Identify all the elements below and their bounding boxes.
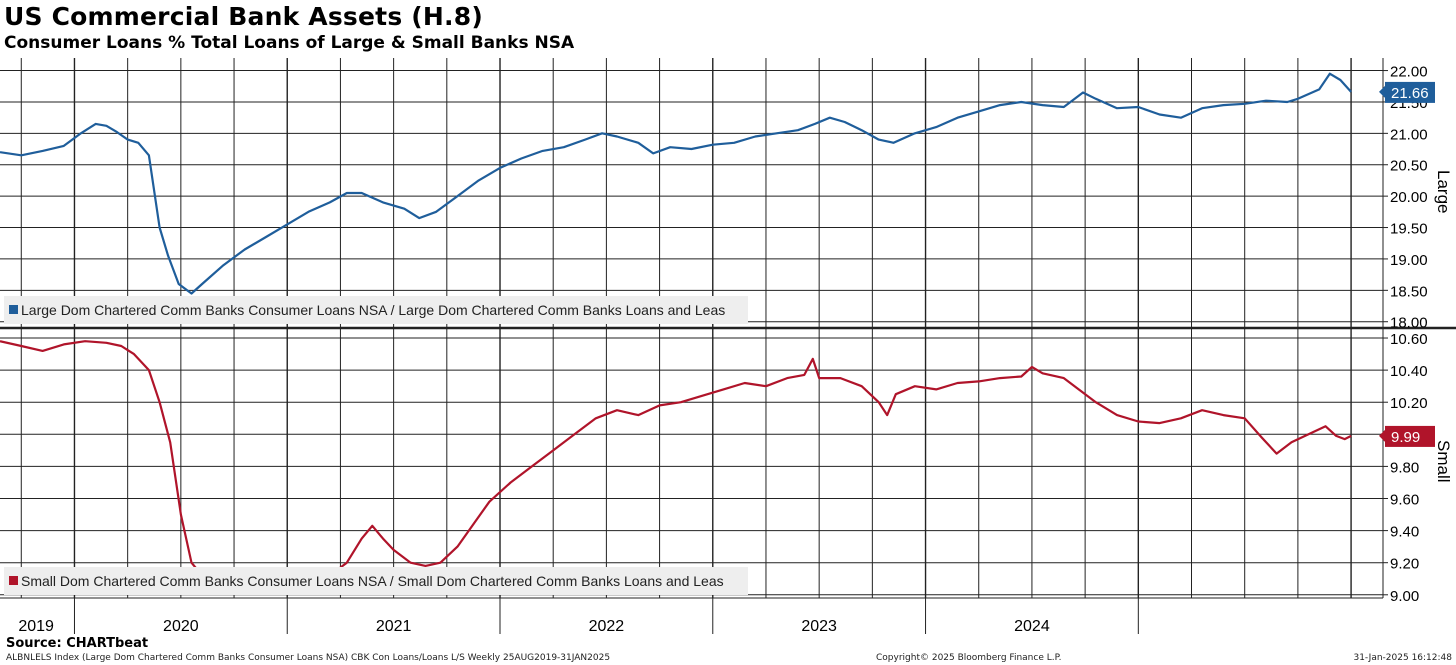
legend-bottom-label: Small Dom Chartered Comm Banks Consumer … bbox=[21, 573, 724, 589]
axis-title-small: Small bbox=[1434, 440, 1453, 483]
source-note: Source: CHARTbeat bbox=[6, 636, 149, 651]
x-tick-label: 2022 bbox=[589, 618, 625, 635]
badge-pointer bbox=[1379, 428, 1386, 443]
legend-top-bg bbox=[4, 296, 748, 324]
last-value-text-large: 21.66 bbox=[1391, 85, 1429, 102]
x-tick-label: 2021 bbox=[376, 618, 412, 635]
y-tick-label: 9.20 bbox=[1390, 556, 1419, 573]
tick-labels: 2019 2020 2021 2022 2023 2024 18.00 18.50 19.00 1… bbox=[18, 64, 1427, 635]
last-value-badge-large bbox=[1385, 81, 1435, 103]
y-tick-label: 20.00 bbox=[1390, 189, 1428, 206]
y-tick-label: 20.50 bbox=[1390, 158, 1428, 175]
series-line-small bbox=[0, 340, 1352, 582]
y-tick-label: 9.80 bbox=[1390, 459, 1419, 476]
y-tick-label: 22.00 bbox=[1390, 64, 1428, 81]
series-line-large bbox=[0, 72, 1352, 295]
last-value-text-small: 9.99 bbox=[1391, 429, 1420, 446]
y-tick-label: 10.20 bbox=[1390, 395, 1428, 412]
legend-top-label: Large Dom Chartered Comm Banks Consumer … bbox=[21, 302, 725, 318]
x-tick-label: 2023 bbox=[801, 618, 837, 635]
legend-bottom-swatch bbox=[9, 576, 18, 585]
y-tick-label: 10.40 bbox=[1390, 363, 1428, 380]
legend-top-swatch bbox=[9, 305, 18, 314]
x-tick-label: 2024 bbox=[1014, 618, 1050, 635]
y-tick-label: 10.60 bbox=[1390, 331, 1428, 348]
badge-pointer bbox=[1379, 84, 1386, 99]
y-tick-label: 21.00 bbox=[1390, 126, 1428, 143]
y-tick-label: 18.50 bbox=[1390, 283, 1428, 300]
grid-lines bbox=[0, 58, 1388, 634]
y-tick-label: 18.00 bbox=[1390, 315, 1428, 332]
last-value-badges: 21.66 9.99 bbox=[1379, 81, 1435, 447]
y-tick-label: 9.40 bbox=[1390, 524, 1419, 541]
footer-copyright: Copyright© 2025 Bloomberg Finance L.P. bbox=[876, 653, 1062, 663]
y-tick-label: 9.00 bbox=[1390, 588, 1419, 605]
y-tick-label: 19.00 bbox=[1390, 252, 1428, 269]
footer-timestamp: 31-Jan-2025 16:12:48 bbox=[1353, 653, 1452, 663]
y-tick-label: 9.60 bbox=[1390, 492, 1419, 509]
chart-title: US Commercial Bank Assets (H.8) bbox=[4, 2, 483, 31]
chart-subtitle: Consumer Loans % Total Loans of Large & … bbox=[4, 33, 575, 53]
y-tick-label: 19.50 bbox=[1390, 221, 1428, 238]
axis-title-large: Large bbox=[1434, 170, 1453, 213]
footer-index-note: ALBNLELS Index (Large Dom Chartered Comm… bbox=[6, 653, 611, 663]
last-value-badge-small bbox=[1385, 425, 1435, 447]
x-tick-label: 2020 bbox=[163, 618, 199, 635]
x-tick-label: 2019 bbox=[18, 618, 54, 635]
legend-bottom-bg bbox=[4, 567, 748, 595]
